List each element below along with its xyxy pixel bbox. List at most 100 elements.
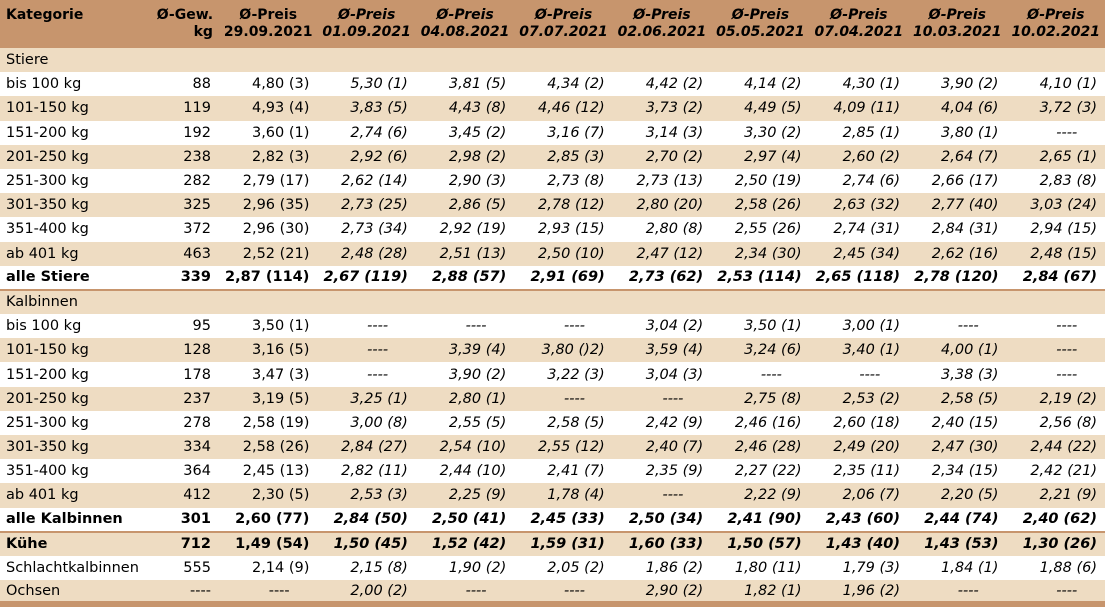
row-price-6: 2,63 (32) bbox=[833, 197, 901, 214]
row-price-3: 3,80 ()2) bbox=[541, 342, 605, 359]
row-price-5: 2,46 (16) bbox=[734, 414, 802, 431]
row-price-4: 3,73 (2) bbox=[645, 100, 704, 117]
row-price-3: 4,46 (12) bbox=[538, 100, 605, 117]
row-price-4: 2,90 (2) bbox=[612, 580, 712, 608]
table-row: 151-200 kg 178 3,47 (3) ---- 3,90 (2) 3,22 (3… bbox=[0, 362, 1105, 387]
row-kategorie: 151-200 kg bbox=[6, 366, 89, 383]
row-kategorie: 351-400 kg bbox=[6, 221, 89, 238]
row-price-1: 2,84 (50) bbox=[317, 507, 416, 533]
row-gewicht: ---- bbox=[152, 580, 219, 608]
row-price-1: 2,84 (27) bbox=[341, 439, 408, 456]
row-price-2: 3,81 (5) bbox=[448, 76, 507, 93]
row-price-7: 2,64 (7) bbox=[941, 148, 999, 165]
row-price-7: ---- bbox=[908, 580, 1007, 608]
row-price-4: 2,73 (13) bbox=[636, 173, 704, 190]
table-body: Stiere bis 100 kg 88 4,80 (3) 5,30 (1) 3,81 (… bbox=[0, 48, 1105, 608]
row-price-5: 4,14 (2) bbox=[744, 76, 802, 93]
row-price-5: 1,80 (11) bbox=[734, 560, 802, 577]
table-row: alle Stiere 339 2,87 (114) 2,67 (119) 2,88 (… bbox=[0, 265, 1105, 291]
row-price-3: 2,55 (12) bbox=[538, 439, 605, 456]
row-price-4: 2,80 (8) bbox=[645, 221, 704, 238]
table-header: Kategorie Ø-Gew. kg Ø-Preis 29.09.2021 Ø-P… bbox=[0, 0, 1105, 48]
row-kategorie: 351-400 kg bbox=[6, 463, 89, 480]
header-kategorie: Kategorie bbox=[6, 7, 84, 23]
table-row: 301-350 kg 334 2,58 (26) 2,84 (27) 2,54 (10)… bbox=[0, 435, 1105, 460]
header-price-date: 01.09.2021 bbox=[322, 24, 411, 40]
row-price-8: 2,65 (1) bbox=[1039, 148, 1097, 165]
row-price-7: 2,66 (17) bbox=[931, 173, 999, 190]
row-price-2: 2,54 (10) bbox=[439, 439, 507, 456]
row-price-5: 4,49 (5) bbox=[744, 100, 802, 117]
row-gewicht: 339 bbox=[152, 265, 219, 291]
table-row: alle Kalbinnen 301 2,60 (77) 2,84 (50) 2,50 … bbox=[0, 507, 1105, 533]
row-price-8: ---- bbox=[1056, 342, 1078, 359]
row-price-1: 2,74 (6) bbox=[350, 124, 408, 141]
row-gewicht: 712 bbox=[152, 531, 219, 556]
row-price-7: 4,00 (1) bbox=[941, 342, 999, 359]
header-price-date: 07.07.2021 bbox=[519, 24, 608, 40]
row-price-7: 2,47 (30) bbox=[931, 439, 999, 456]
row-price-6: 4,09 (11) bbox=[833, 100, 901, 117]
row-kategorie: Kühe bbox=[0, 531, 153, 556]
row-price-2: 2,51 (13) bbox=[439, 245, 507, 262]
row-kategorie: Ochsen bbox=[0, 580, 153, 608]
row-price-8: 2,42 (21) bbox=[1030, 463, 1097, 480]
row-price-4: ---- bbox=[662, 487, 684, 504]
row-price-4: 2,35 (9) bbox=[645, 463, 704, 480]
row-price-0: 2,82 (3) bbox=[251, 148, 310, 165]
row-price-8: 2,94 (15) bbox=[1030, 221, 1097, 238]
table-row: ab 401 kg 412 2,30 (5) 2,53 (3) 2,25 (9) 1,78… bbox=[0, 483, 1105, 508]
row-price-6: 1,96 (2) bbox=[809, 580, 909, 608]
row-price-4: 4,42 (2) bbox=[645, 76, 704, 93]
row-price-0: 2,96 (30) bbox=[242, 221, 310, 238]
row-price-2: 1,90 (2) bbox=[448, 560, 507, 577]
row-kategorie: bis 100 kg bbox=[6, 318, 82, 335]
row-price-4: 3,14 (3) bbox=[645, 124, 704, 141]
row-kategorie: 151-200 kg bbox=[6, 124, 89, 141]
row-price-1: 2,82 (11) bbox=[341, 463, 408, 480]
row-price-5: 3,24 (6) bbox=[744, 342, 802, 359]
row-price-2: 2,92 (19) bbox=[439, 221, 507, 238]
row-price-5: 1,82 (1) bbox=[711, 580, 810, 608]
row-price-2: 3,90 (2) bbox=[448, 366, 507, 383]
row-kategorie: Schlachtkalbinnen bbox=[6, 560, 139, 577]
row-gewicht: 128 bbox=[183, 342, 211, 359]
row-price-4: 2,50 (34) bbox=[612, 507, 712, 533]
row-price-6: 2,35 (11) bbox=[833, 463, 901, 480]
row-price-3: 2,78 (12) bbox=[538, 197, 605, 214]
row-price-3: 2,93 (15) bbox=[538, 221, 605, 238]
section-title: Stiere bbox=[0, 48, 1105, 73]
row-gewicht: 412 bbox=[183, 487, 211, 504]
row-price-7: 2,40 (15) bbox=[931, 414, 999, 431]
row-price-3: ---- bbox=[564, 390, 585, 407]
row-price-5: 3,30 (2) bbox=[744, 124, 802, 141]
row-price-0: 2,58 (19) bbox=[242, 414, 310, 431]
row-price-4: 2,73 (62) bbox=[612, 265, 712, 291]
header-price-3: Ø-Preis 07.07.2021 bbox=[514, 0, 612, 48]
row-price-5: 2,75 (8) bbox=[744, 390, 802, 407]
row-price-3: 4,34 (2) bbox=[547, 76, 605, 93]
table-row: Schlachtkalbinnen 555 2,14 (9) 2,15 (8) 1,90… bbox=[0, 555, 1105, 581]
row-price-1: 3,83 (5) bbox=[350, 100, 408, 117]
row-price-8: ---- bbox=[1056, 318, 1078, 335]
row-kategorie: 101-150 kg bbox=[6, 100, 89, 117]
row-price-5: 2,55 (26) bbox=[734, 221, 802, 238]
header-price-label: Ø-Preis bbox=[1027, 7, 1085, 23]
table-row: bis 100 kg 88 4,80 (3) 5,30 (1) 3,81 (5) 4,34… bbox=[0, 72, 1105, 97]
row-price-8: 2,44 (22) bbox=[1030, 439, 1097, 456]
row-price-2: 2,25 (9) bbox=[448, 487, 507, 504]
row-price-6: 2,85 (1) bbox=[842, 124, 901, 141]
row-price-6: 2,45 (34) bbox=[833, 245, 901, 262]
row-price-7: 2,78 (120) bbox=[908, 265, 1007, 291]
row-price-2: 2,90 (3) bbox=[448, 173, 507, 190]
row-price-5: ---- bbox=[760, 366, 782, 383]
row-price-4: 2,47 (12) bbox=[636, 245, 704, 262]
row-price-6: 2,53 (2) bbox=[842, 390, 901, 407]
row-kategorie: 301-350 kg bbox=[6, 197, 89, 214]
row-price-8: 2,48 (15) bbox=[1030, 245, 1097, 262]
row-price-7: 3,90 (2) bbox=[941, 76, 999, 93]
header-price-label: Ø-Preis bbox=[830, 7, 888, 23]
table-row: 351-400 kg 364 2,45 (13) 2,82 (11) 2,44 (10)… bbox=[0, 459, 1105, 484]
header-price-label: Ø-Preis bbox=[436, 7, 494, 23]
